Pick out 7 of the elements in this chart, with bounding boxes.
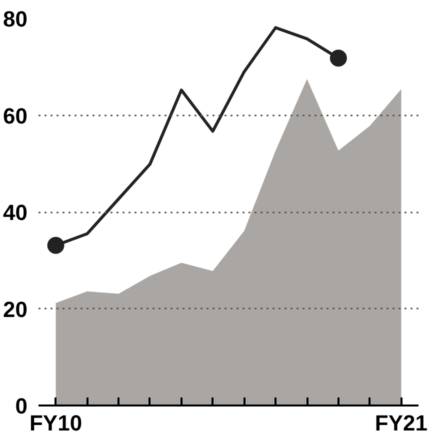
x-tick-label: FY10 (29, 410, 82, 436)
y-tick-label: 60 (3, 103, 28, 128)
x-tick-label: FY21 (374, 410, 428, 436)
y-tick-label: 40 (3, 200, 28, 225)
y-tick-label: 20 (3, 296, 28, 322)
y-tick-label: 80 (3, 6, 28, 32)
y-tick-label: 0 (15, 394, 28, 418)
